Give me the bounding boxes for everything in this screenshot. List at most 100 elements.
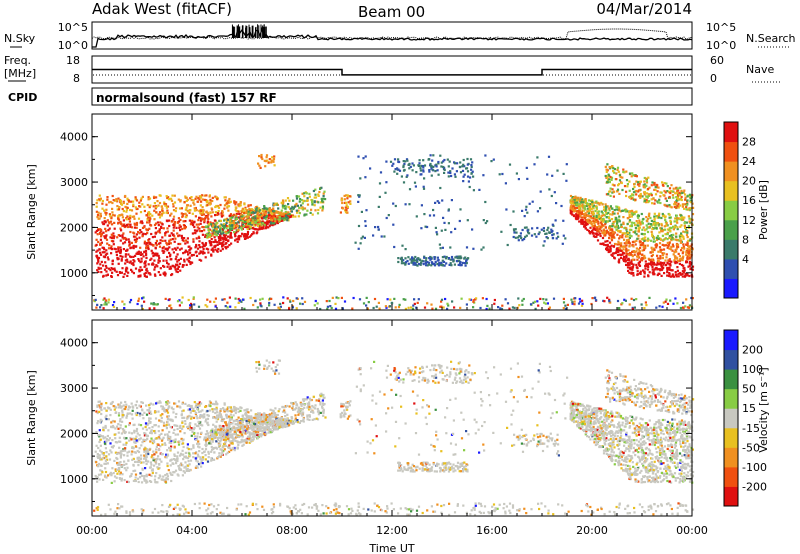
range-cell <box>198 450 201 453</box>
range-cell <box>551 237 555 240</box>
range-cell <box>548 231 551 234</box>
range-cell <box>688 264 691 267</box>
range-cell <box>238 212 241 215</box>
range-cell <box>670 248 673 251</box>
range-cell <box>116 236 119 239</box>
range-cell <box>183 251 186 254</box>
range-cell <box>123 454 126 457</box>
range-cell <box>208 195 211 198</box>
range-cell <box>224 230 227 233</box>
range-cell <box>452 260 455 263</box>
y-tick-label: 3000 <box>60 176 88 189</box>
range-cell <box>688 207 691 210</box>
range-cell <box>310 208 313 211</box>
range-cell <box>432 214 436 217</box>
range-cell <box>634 243 637 246</box>
range-cell <box>472 175 475 178</box>
range-cell <box>98 217 101 220</box>
range-cell <box>671 275 674 278</box>
range-cell <box>394 168 397 171</box>
range-cell <box>349 200 352 203</box>
range-cell <box>228 244 231 247</box>
range-cell <box>586 221 589 224</box>
range-cell <box>666 267 669 270</box>
range-cell <box>667 245 670 248</box>
range-cell <box>192 297 195 300</box>
range-cell <box>267 217 270 220</box>
range-cell <box>647 222 650 225</box>
range-cell <box>679 204 682 207</box>
range-cell <box>660 228 663 231</box>
range-cell <box>385 216 388 220</box>
range-cell <box>664 215 667 218</box>
range-cell <box>650 258 653 261</box>
range-cell <box>635 250 638 253</box>
range-cell <box>618 243 621 246</box>
range-cell <box>240 210 243 213</box>
range-cell <box>691 265 695 268</box>
range-cell <box>285 214 288 217</box>
range-cell <box>130 432 133 435</box>
range-cell <box>95 210 98 213</box>
range-cell <box>254 215 257 218</box>
range-cell <box>311 203 314 206</box>
range-cell <box>258 155 261 158</box>
range-cell <box>145 256 148 260</box>
range-cell <box>581 209 584 212</box>
range-cell <box>619 210 622 213</box>
range-cell <box>185 206 188 209</box>
range-cell <box>593 235 597 238</box>
range-cell <box>406 159 409 162</box>
range-cell <box>239 213 243 216</box>
range-cell <box>103 220 106 223</box>
range-cell <box>287 206 290 209</box>
range-cell <box>197 219 200 222</box>
range-cell <box>341 201 344 205</box>
range-cell <box>224 199 227 202</box>
range-cell <box>676 193 679 196</box>
range-cell <box>657 201 660 204</box>
range-cell <box>539 297 542 300</box>
range-cell <box>259 304 262 307</box>
range-cell <box>129 214 132 217</box>
range-cell <box>137 480 140 484</box>
range-cell <box>259 302 262 305</box>
range-cell <box>122 242 125 245</box>
range-cell <box>177 198 180 201</box>
range-cell <box>313 201 316 204</box>
range-cell <box>133 238 136 241</box>
range-cell <box>633 258 636 261</box>
range-cell <box>637 253 640 257</box>
range-cell <box>290 210 293 213</box>
range-cell <box>176 451 180 454</box>
range-cell <box>143 262 146 265</box>
range-cell <box>181 265 184 268</box>
range-cell <box>184 465 187 468</box>
range-cell <box>209 212 212 215</box>
range-cell <box>113 247 116 250</box>
range-cell <box>303 300 307 303</box>
range-cell <box>163 273 166 276</box>
range-cell <box>111 304 115 307</box>
range-cell <box>605 216 608 219</box>
range-cell <box>173 194 176 197</box>
range-cell <box>551 223 554 226</box>
range-cell <box>482 246 485 249</box>
range-cell <box>610 253 613 256</box>
range-cell <box>133 260 136 263</box>
range-cell <box>284 199 287 202</box>
range-cell <box>170 212 173 215</box>
range-cell <box>638 263 641 266</box>
range-cell <box>204 234 207 237</box>
range-cell <box>397 257 400 260</box>
range-cell <box>612 170 615 173</box>
range-cell <box>127 271 130 274</box>
range-cell <box>645 198 648 202</box>
range-cell <box>133 226 136 229</box>
range-cell <box>623 255 626 258</box>
range-cell <box>152 254 155 258</box>
range-cell <box>536 210 539 213</box>
range-cell <box>272 415 275 419</box>
range-cell <box>434 307 438 310</box>
range-cell <box>677 202 680 205</box>
